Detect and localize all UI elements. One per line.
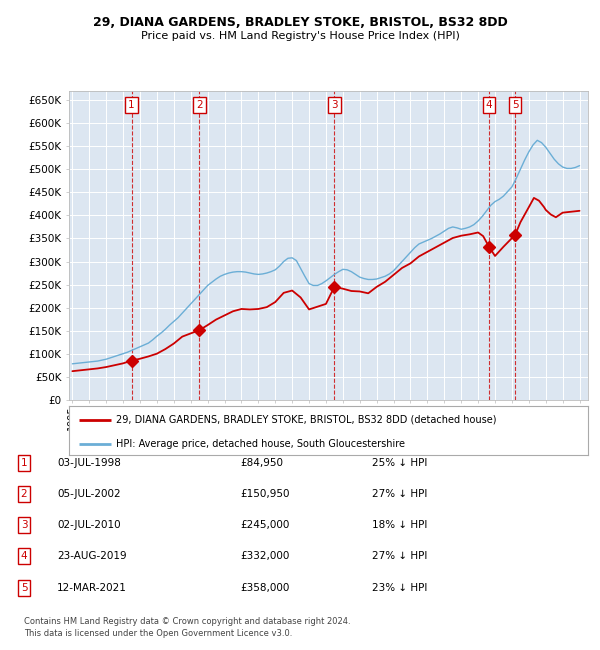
Text: £150,950: £150,950 <box>240 489 290 499</box>
Text: 02-JUL-2010: 02-JUL-2010 <box>57 520 121 530</box>
Text: £332,000: £332,000 <box>240 551 289 562</box>
Text: £245,000: £245,000 <box>240 520 289 530</box>
Text: 25% ↓ HPI: 25% ↓ HPI <box>372 458 427 468</box>
Text: 1: 1 <box>128 100 135 110</box>
Text: 05-JUL-2002: 05-JUL-2002 <box>57 489 121 499</box>
Text: 1: 1 <box>20 458 28 468</box>
Text: 4: 4 <box>485 100 493 110</box>
Text: 3: 3 <box>20 520 28 530</box>
Text: 27% ↓ HPI: 27% ↓ HPI <box>372 489 427 499</box>
Text: HPI: Average price, detached house, South Gloucestershire: HPI: Average price, detached house, Sout… <box>116 439 405 449</box>
Text: 12-MAR-2021: 12-MAR-2021 <box>57 582 127 593</box>
Text: 29, DIANA GARDENS, BRADLEY STOKE, BRISTOL, BS32 8DD: 29, DIANA GARDENS, BRADLEY STOKE, BRISTO… <box>92 16 508 29</box>
Text: 5: 5 <box>512 100 518 110</box>
Text: 29, DIANA GARDENS, BRADLEY STOKE, BRISTOL, BS32 8DD (detached house): 29, DIANA GARDENS, BRADLEY STOKE, BRISTO… <box>116 415 496 425</box>
Text: 3: 3 <box>331 100 338 110</box>
Text: 5: 5 <box>20 582 28 593</box>
Text: 2: 2 <box>196 100 203 110</box>
Text: 23% ↓ HPI: 23% ↓ HPI <box>372 582 427 593</box>
Text: 2: 2 <box>20 489 28 499</box>
Text: £84,950: £84,950 <box>240 458 283 468</box>
Text: Contains HM Land Registry data © Crown copyright and database right 2024.
This d: Contains HM Land Registry data © Crown c… <box>24 618 350 638</box>
Text: 23-AUG-2019: 23-AUG-2019 <box>57 551 127 562</box>
Text: £358,000: £358,000 <box>240 582 289 593</box>
Text: 03-JUL-1998: 03-JUL-1998 <box>57 458 121 468</box>
Text: 27% ↓ HPI: 27% ↓ HPI <box>372 551 427 562</box>
Text: Price paid vs. HM Land Registry's House Price Index (HPI): Price paid vs. HM Land Registry's House … <box>140 31 460 40</box>
Text: 18% ↓ HPI: 18% ↓ HPI <box>372 520 427 530</box>
Text: 4: 4 <box>20 551 28 562</box>
